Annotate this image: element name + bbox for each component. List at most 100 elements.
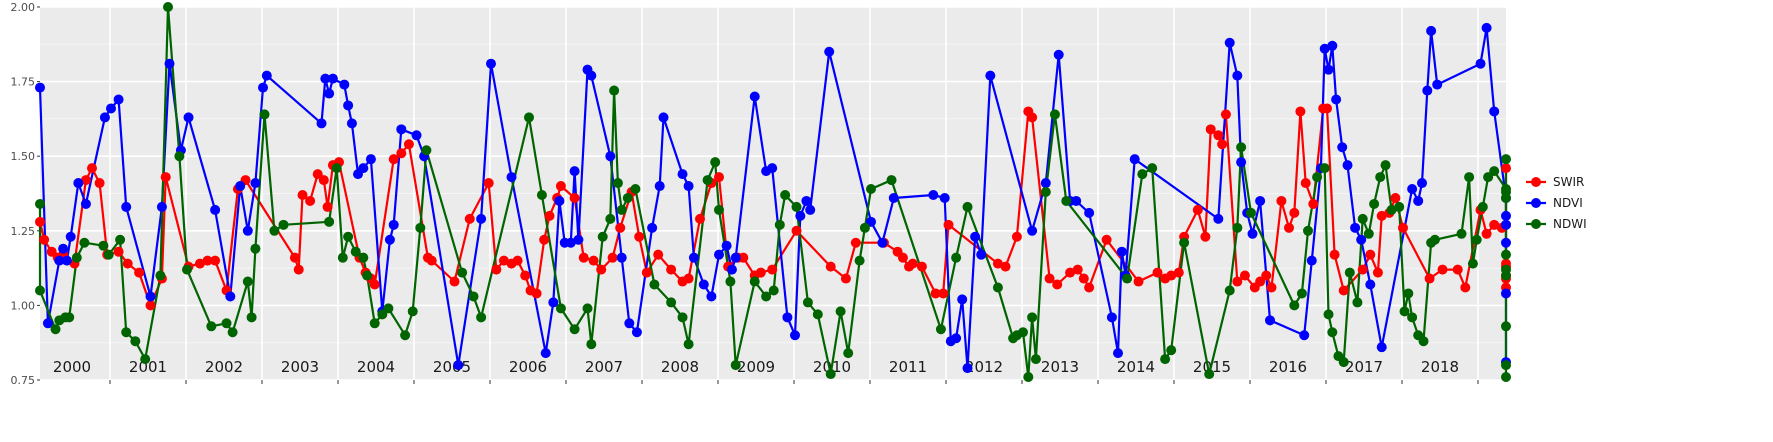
data-point-ndwi — [1030, 354, 1041, 365]
data-point-ndwi — [1023, 372, 1034, 383]
data-point-ndwi — [536, 189, 547, 200]
data-point-swir — [755, 267, 766, 278]
data-point-swir — [1217, 139, 1228, 150]
data-point-ndwi — [1399, 306, 1410, 317]
data-point-ndwi — [227, 327, 238, 338]
data-point-ndwi — [1477, 201, 1488, 212]
data-point-ndvi — [957, 294, 968, 305]
data-point-ndvi — [1413, 195, 1424, 206]
data-point-swir — [80, 175, 91, 186]
data-point-ndvi — [1501, 288, 1511, 299]
data-point-ndvi — [1106, 312, 1117, 323]
year-label: 2011 — [889, 358, 927, 376]
data-point-ndvi — [1255, 195, 1266, 206]
data-point-ndwi — [383, 303, 394, 314]
data-point-swir — [1011, 231, 1022, 242]
data-point-swir — [483, 178, 494, 189]
data-point-swir — [35, 216, 45, 227]
data-point-ndwi — [710, 157, 721, 168]
data-point-ndwi — [791, 201, 802, 212]
data-point-ndvi — [1350, 222, 1361, 233]
data-point-ndwi — [1363, 228, 1374, 239]
data-point-ndvi — [1422, 85, 1433, 96]
data-point-ndwi — [468, 291, 479, 302]
data-point-swir — [426, 255, 437, 266]
data-point-swir — [850, 237, 861, 248]
data-point-ndwi — [1471, 234, 1482, 245]
data-point-ndvi — [1129, 154, 1140, 165]
data-point-ndvi — [1071, 195, 1082, 206]
data-point-ndvi — [316, 118, 327, 129]
data-point-ndwi — [1338, 357, 1349, 368]
data-point-ndwi — [677, 312, 688, 323]
data-point-ndwi — [1386, 204, 1397, 215]
data-point-ndvi — [121, 201, 132, 212]
data-point-ndvi — [976, 249, 987, 260]
data-point-ndwi — [843, 348, 854, 359]
year-label: 2004 — [357, 358, 395, 376]
data-point-ndwi — [1179, 237, 1190, 248]
data-point-swir — [666, 264, 677, 275]
data-point-ndwi — [64, 312, 75, 323]
data-point-swir — [1322, 103, 1332, 114]
data-point-swir — [1376, 210, 1387, 221]
data-point-swir — [1289, 207, 1300, 218]
data-point-swir — [1266, 282, 1277, 293]
data-point-ndvi — [688, 252, 699, 263]
data-point-ndvi — [726, 264, 737, 275]
data-point-ndwi — [768, 285, 779, 296]
data-point-swir — [695, 213, 705, 224]
data-point-ndvi — [343, 100, 354, 111]
data-point-ndvi — [113, 94, 124, 105]
data-point-ndvi — [453, 360, 464, 371]
data-point-ndwi — [182, 264, 192, 275]
data-point-ndvi — [801, 195, 812, 206]
data-point-ndwi — [1418, 336, 1429, 347]
data-point-ndwi — [1501, 372, 1511, 383]
data-point-swir — [544, 210, 555, 221]
year-label: 2014 — [1117, 358, 1155, 376]
data-point-ndvi — [358, 163, 369, 174]
data-point-ndwi — [1122, 273, 1133, 284]
data-point-ndvi — [548, 297, 559, 308]
data-point-ndvi — [261, 70, 272, 81]
data-point-ndwi — [155, 270, 166, 281]
data-point-ndvi — [156, 201, 167, 212]
data-point-swir — [1357, 264, 1368, 275]
data-point-ndwi — [1352, 297, 1363, 308]
data-point-swir — [930, 288, 941, 299]
data-point-ndwi — [597, 231, 608, 242]
data-point-ndvi — [1232, 70, 1243, 81]
legend-key-ndwi — [1531, 219, 1541, 229]
data-point-swir — [1452, 264, 1463, 275]
data-point-ndvi — [1224, 37, 1235, 48]
data-point-swir — [1365, 249, 1376, 260]
data-point-ndwi — [1204, 369, 1215, 380]
data-point-ndvi — [928, 189, 939, 200]
data-point-ndvi — [506, 172, 517, 183]
data-point-ndwi — [206, 321, 217, 332]
data-point-ndvi — [1323, 64, 1334, 75]
y-tick-label: 0.75 — [11, 374, 36, 387]
data-point-ndwi — [1296, 288, 1307, 299]
data-point-swir — [641, 267, 652, 278]
data-point-ndvi — [250, 178, 261, 189]
data-point-ndvi — [1319, 43, 1330, 54]
data-point-ndvi — [1247, 228, 1258, 239]
data-point-ndwi — [407, 306, 418, 317]
data-point-ndwi — [1501, 249, 1511, 260]
data-point-ndvi — [225, 291, 236, 302]
data-point-swir — [1173, 267, 1184, 278]
data-point-swir — [992, 258, 1003, 269]
data-point-ndwi — [761, 291, 772, 302]
data-point-ndvi — [824, 46, 835, 57]
data-point-swir — [943, 219, 954, 230]
data-point-swir — [202, 255, 213, 266]
data-point-swir — [1101, 234, 1112, 245]
data-point-ndwi — [1319, 163, 1330, 174]
data-point-ndwi — [812, 309, 823, 320]
data-point-ndvi — [749, 91, 760, 102]
data-point-swir — [607, 252, 618, 263]
data-point-ndvi — [624, 318, 635, 329]
